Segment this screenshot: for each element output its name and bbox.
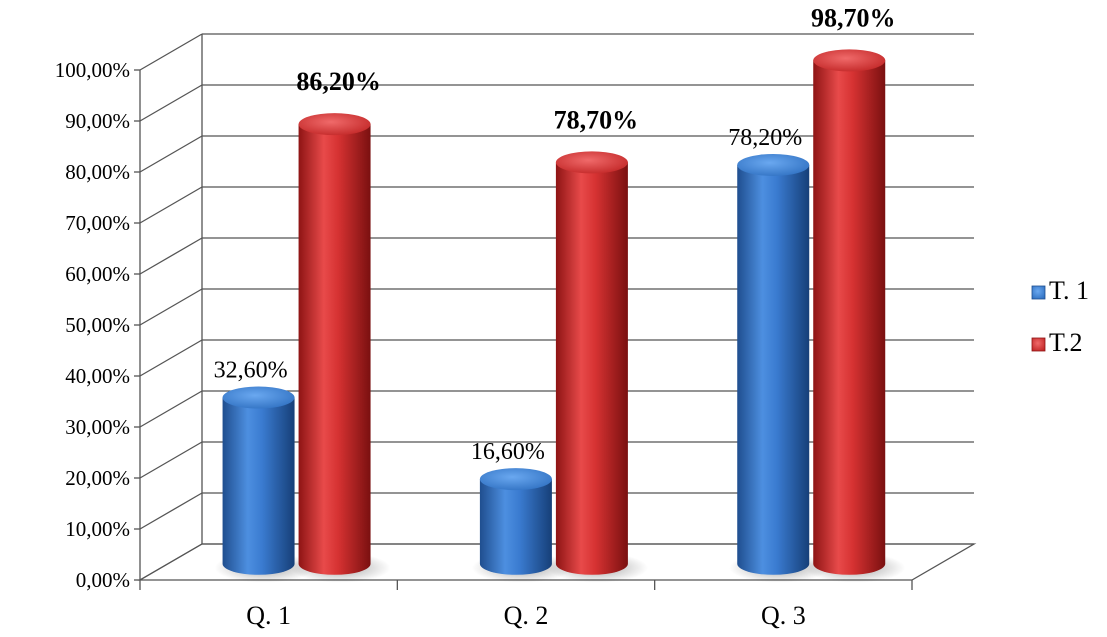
y-tick-label: 50,00% [65, 313, 130, 337]
gridline-side [139, 186, 203, 224]
y-tick-label: 70,00% [65, 211, 130, 235]
gridline-side [139, 390, 203, 428]
data-label: 32,60% [214, 358, 288, 384]
data-label: 16,60% [471, 439, 545, 465]
data-label: 78,20% [728, 125, 802, 151]
bar [547, 151, 648, 583]
bar [214, 386, 315, 583]
bar [290, 113, 391, 583]
x-tick-label: Q. 1 [246, 601, 291, 630]
gridline-side [139, 84, 203, 122]
bar [471, 468, 572, 583]
data-label: 86,20% [296, 67, 381, 96]
y-tick-label: 90,00% [65, 109, 130, 133]
legend-swatch [1031, 285, 1046, 300]
legend: T. 1 T.2 [1031, 276, 1089, 357]
y-tick-label: 10,00% [65, 517, 130, 541]
legend-label: T.2 [1049, 328, 1082, 357]
x-tick-label: Q. 3 [761, 601, 806, 630]
gridline-side [139, 441, 203, 479]
y-tick-label: 0,00% [76, 568, 130, 592]
data-label: 78,70% [554, 105, 639, 134]
legend-swatch [1031, 337, 1046, 352]
y-tick-label: 80,00% [65, 160, 130, 184]
gridline-side [139, 237, 203, 275]
y-tick-label: 60,00% [65, 262, 130, 286]
y-tick-label: 100,00% [55, 58, 130, 82]
y-tick-label: 20,00% [65, 466, 130, 490]
data-label: 98,70% [811, 3, 896, 32]
gridline-side [139, 339, 203, 377]
gridline-side [139, 135, 203, 173]
bar [729, 153, 830, 583]
gridline-side [139, 33, 203, 71]
y-tick-label: 40,00% [65, 364, 130, 388]
x-tick-label: Q. 2 [504, 601, 549, 630]
y-tick-label: 30,00% [65, 415, 130, 439]
gridline-side [139, 288, 203, 326]
gridline-side [139, 492, 203, 530]
bar [805, 49, 906, 583]
legend-label: T. 1 [1049, 276, 1089, 305]
